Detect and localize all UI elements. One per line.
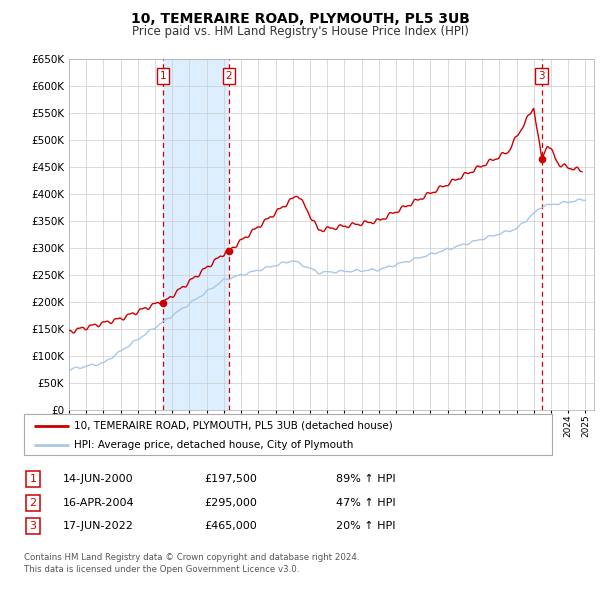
Text: 10, TEMERAIRE ROAD, PLYMOUTH, PL5 3UB (detached house): 10, TEMERAIRE ROAD, PLYMOUTH, PL5 3UB (d… [74, 421, 393, 431]
Bar [163, 59, 229, 410]
Text: 17-JUN-2022: 17-JUN-2022 [63, 522, 134, 531]
Text: 1: 1 [160, 71, 166, 81]
Text: 47% ↑ HPI: 47% ↑ HPI [336, 498, 395, 507]
Text: 20% ↑ HPI: 20% ↑ HPI [336, 522, 395, 531]
Text: 89% ↑ HPI: 89% ↑ HPI [336, 474, 395, 484]
Text: HPI: Average price, detached house, City of Plymouth: HPI: Average price, detached house, City… [74, 440, 353, 450]
Text: 2: 2 [226, 71, 232, 81]
Text: Price paid vs. HM Land Registry's House Price Index (HPI): Price paid vs. HM Land Registry's House … [131, 25, 469, 38]
Text: 1: 1 [29, 474, 37, 484]
Text: 16-APR-2004: 16-APR-2004 [63, 498, 134, 507]
Text: 3: 3 [29, 522, 37, 531]
Text: 3: 3 [538, 71, 545, 81]
Text: £465,000: £465,000 [204, 522, 257, 531]
Text: Contains HM Land Registry data © Crown copyright and database right 2024.
This d: Contains HM Land Registry data © Crown c… [24, 553, 359, 574]
Text: 14-JUN-2000: 14-JUN-2000 [63, 474, 134, 484]
Text: £295,000: £295,000 [204, 498, 257, 507]
Text: 2: 2 [29, 498, 37, 507]
Text: 10, TEMERAIRE ROAD, PLYMOUTH, PL5 3UB: 10, TEMERAIRE ROAD, PLYMOUTH, PL5 3UB [131, 12, 469, 26]
Text: £197,500: £197,500 [204, 474, 257, 484]
